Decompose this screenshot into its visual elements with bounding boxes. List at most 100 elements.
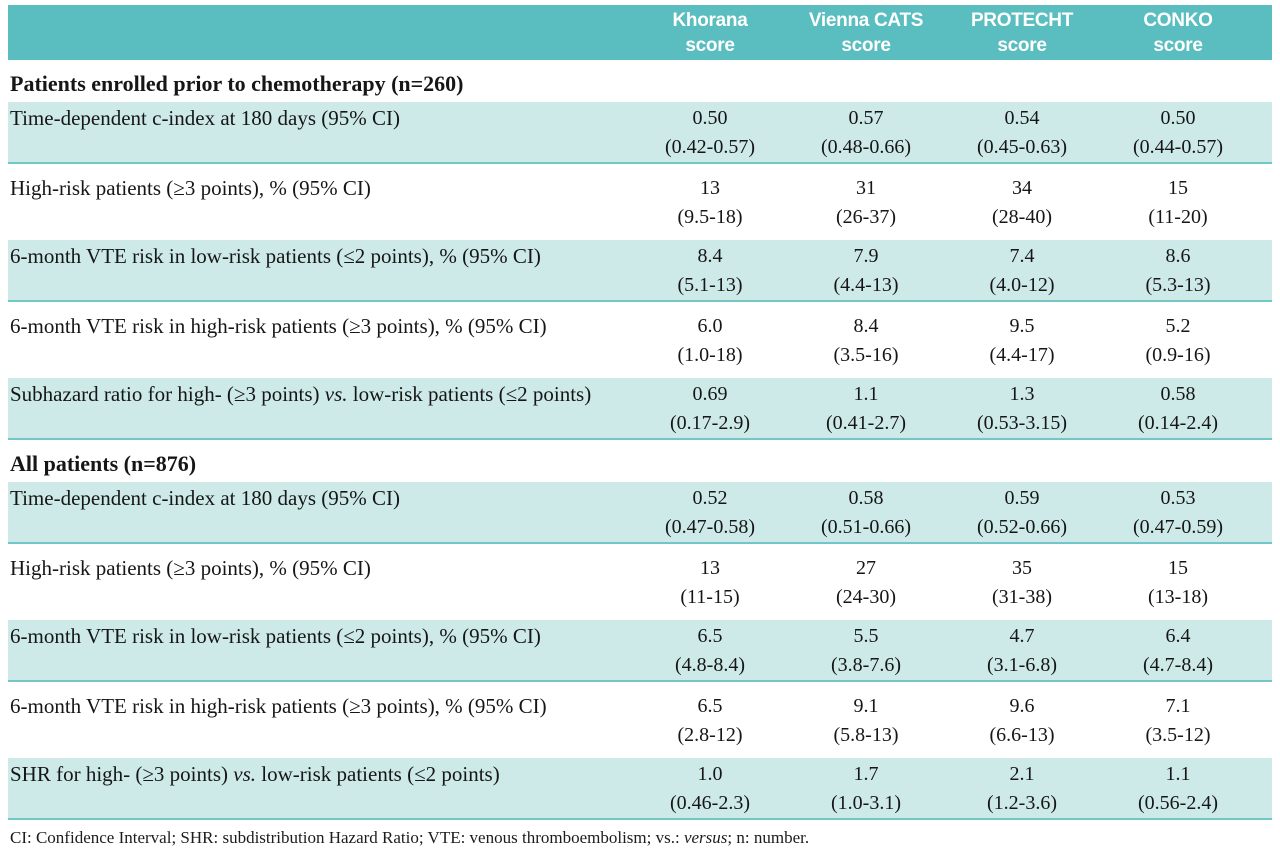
point-estimate: 1.1 [853, 383, 879, 405]
value-cell: 0.59 (0.52-0.66) [944, 484, 1100, 542]
point-estimate: 1.1 [1165, 763, 1191, 785]
column-header-line2: score [841, 34, 891, 56]
confidence-interval: (0.53-3.15) [977, 412, 1067, 434]
table-row: Subhazard ratio for high- (≥3 points) vs… [8, 378, 1272, 440]
value-cell: 0.54 (0.45-0.63) [944, 104, 1100, 162]
row-label: Time-dependent c-index at 180 days (95% … [8, 484, 632, 542]
confidence-interval: (0.41-2.7) [826, 412, 906, 434]
confidence-interval: (0.47-0.58) [665, 516, 755, 538]
column-header-khorana: Khorana score [632, 8, 788, 58]
footnote-text: ; n: number. [727, 828, 810, 847]
value-cell: 5.5 (3.8-7.6) [788, 622, 944, 680]
value-cell: 0.57 (0.48-0.66) [788, 104, 944, 162]
point-estimate: 9.1 [853, 695, 879, 717]
table-row: 6-month VTE risk in high-risk patients (… [8, 682, 1272, 758]
point-estimate: 6.5 [697, 625, 723, 647]
value-cell: 1.1 (0.41-2.7) [788, 380, 944, 438]
point-estimate: 7.1 [1165, 695, 1191, 717]
value-cell: 6.5 (2.8-12) [632, 692, 788, 750]
value-cell: 1.1 (0.56-2.4) [1100, 760, 1256, 818]
label-text: 6-month VTE risk in high-risk patients (… [10, 694, 547, 718]
confidence-interval: (0.51-0.66) [821, 516, 911, 538]
confidence-interval: (11-20) [1148, 206, 1208, 228]
confidence-interval: (0.44-0.57) [1133, 136, 1223, 158]
point-estimate: 0.58 [1160, 383, 1196, 405]
confidence-interval: (0.56-2.4) [1138, 792, 1218, 814]
column-header-line2: score [1153, 34, 1203, 56]
value-cell: 34 (28-40) [944, 174, 1100, 232]
column-header-conko: CONKO score [1100, 8, 1256, 58]
value-cell: 15 (13-18) [1100, 554, 1256, 612]
confidence-interval: (0.42-0.57) [665, 136, 755, 158]
confidence-interval: (5.8-13) [833, 724, 899, 746]
label-text: Time-dependent c-index at 180 days (95% … [10, 106, 400, 130]
footnote-text: CI: Confidence Interval; SHR: subdistrib… [10, 828, 684, 847]
point-estimate: 0.50 [1160, 107, 1196, 129]
footnote-italic: versus [683, 828, 728, 847]
row-label: 6-month VTE risk in high-risk patients (… [8, 692, 632, 750]
value-cell: 9.1 (5.8-13) [788, 692, 944, 750]
table-row: High-risk patients (≥3 points), % (95% C… [8, 164, 1272, 240]
confidence-interval: (5.1-13) [677, 274, 743, 296]
value-cell: 0.50 (0.44-0.57) [1100, 104, 1256, 162]
label-italic: vs. [324, 382, 348, 406]
value-cell: 35 (31-38) [944, 554, 1100, 612]
confidence-interval: (2.8-12) [677, 724, 743, 746]
point-estimate: 7.4 [1009, 245, 1035, 267]
value-cell: 0.52 (0.47-0.58) [632, 484, 788, 542]
point-estimate: 1.3 [1009, 383, 1035, 405]
point-estimate: 27 [856, 557, 876, 579]
label-text: 6-month VTE risk in low-risk patients (≤… [10, 244, 541, 268]
row-label: High-risk patients (≥3 points), % (95% C… [8, 174, 632, 232]
value-cell: 7.4 (4.0-12) [944, 242, 1100, 300]
point-estimate: 9.5 [1009, 315, 1035, 337]
confidence-interval: (4.4-13) [833, 274, 899, 296]
value-cell: 8.6 (5.3-13) [1100, 242, 1256, 300]
value-cell: 0.69 (0.17-2.9) [632, 380, 788, 438]
point-estimate: 0.54 [1004, 107, 1040, 129]
table-header-row: Khorana score Vienna CATS score PROTECHT… [8, 5, 1272, 60]
row-label: 6-month VTE risk in low-risk patients (≤… [8, 242, 632, 300]
confidence-interval: (4.7-8.4) [1143, 654, 1213, 676]
point-estimate: 0.59 [1004, 487, 1040, 509]
point-estimate: 1.7 [853, 763, 879, 785]
label-text: low-risk patients (≤2 points) [347, 382, 592, 406]
value-cell: 6.5 (4.8-8.4) [632, 622, 788, 680]
label-text: low-risk patients (≤2 points) [256, 762, 500, 786]
confidence-interval: (9.5-18) [677, 206, 743, 228]
point-estimate: 2.1 [1009, 763, 1035, 785]
label-text: Subhazard ratio for high- (≥3 points) [10, 382, 325, 406]
confidence-interval: (26-37) [836, 206, 896, 228]
table-footnote: CI: Confidence Interval; SHR: subdistrib… [8, 820, 1272, 849]
confidence-interval: (24-30) [836, 586, 896, 608]
point-estimate: 7.9 [853, 245, 879, 267]
confidence-interval: (31-38) [992, 586, 1052, 608]
confidence-interval: (1.0-3.1) [831, 792, 901, 814]
label-text: Time-dependent c-index at 180 days (95% … [10, 486, 400, 510]
point-estimate: 0.53 [1160, 487, 1196, 509]
table-row: Time-dependent c-index at 180 days (95% … [8, 102, 1272, 164]
point-estimate: 8.4 [697, 245, 723, 267]
table-row: SHR for high- (≥3 points) vs. low-risk p… [8, 758, 1272, 820]
point-estimate: 35 [1012, 557, 1032, 579]
row-label: 6-month VTE risk in low-risk patients (≤… [8, 622, 632, 680]
value-cell: 5.2 (0.9-16) [1100, 312, 1256, 370]
table-row: 6-month VTE risk in low-risk patients (≤… [8, 620, 1272, 682]
point-estimate: 5.5 [853, 625, 879, 647]
point-estimate: 5.2 [1165, 315, 1191, 337]
confidence-interval: (0.9-16) [1145, 344, 1211, 366]
confidence-interval: (0.14-2.4) [1138, 412, 1218, 434]
value-cell: 1.3 (0.53-3.15) [944, 380, 1100, 438]
column-header-line1: CONKO [1143, 9, 1213, 31]
value-cell: 9.6 (6.6-13) [944, 692, 1100, 750]
point-estimate: 0.52 [692, 487, 728, 509]
section-title-prior-chemotherapy: Patients enrolled prior to chemotherapy … [10, 71, 464, 96]
confidence-interval: (0.47-0.59) [1133, 516, 1223, 538]
table-row: 6-month VTE risk in low-risk patients (≤… [8, 240, 1272, 302]
section-title-all-patients: All patients (n=876) [10, 451, 197, 476]
point-estimate: 6.4 [1165, 625, 1191, 647]
point-estimate: 6.5 [697, 695, 723, 717]
confidence-interval: (0.48-0.66) [821, 136, 911, 158]
value-cell: 0.58 (0.14-2.4) [1100, 380, 1256, 438]
row-label: Time-dependent c-index at 180 days (95% … [8, 104, 632, 162]
